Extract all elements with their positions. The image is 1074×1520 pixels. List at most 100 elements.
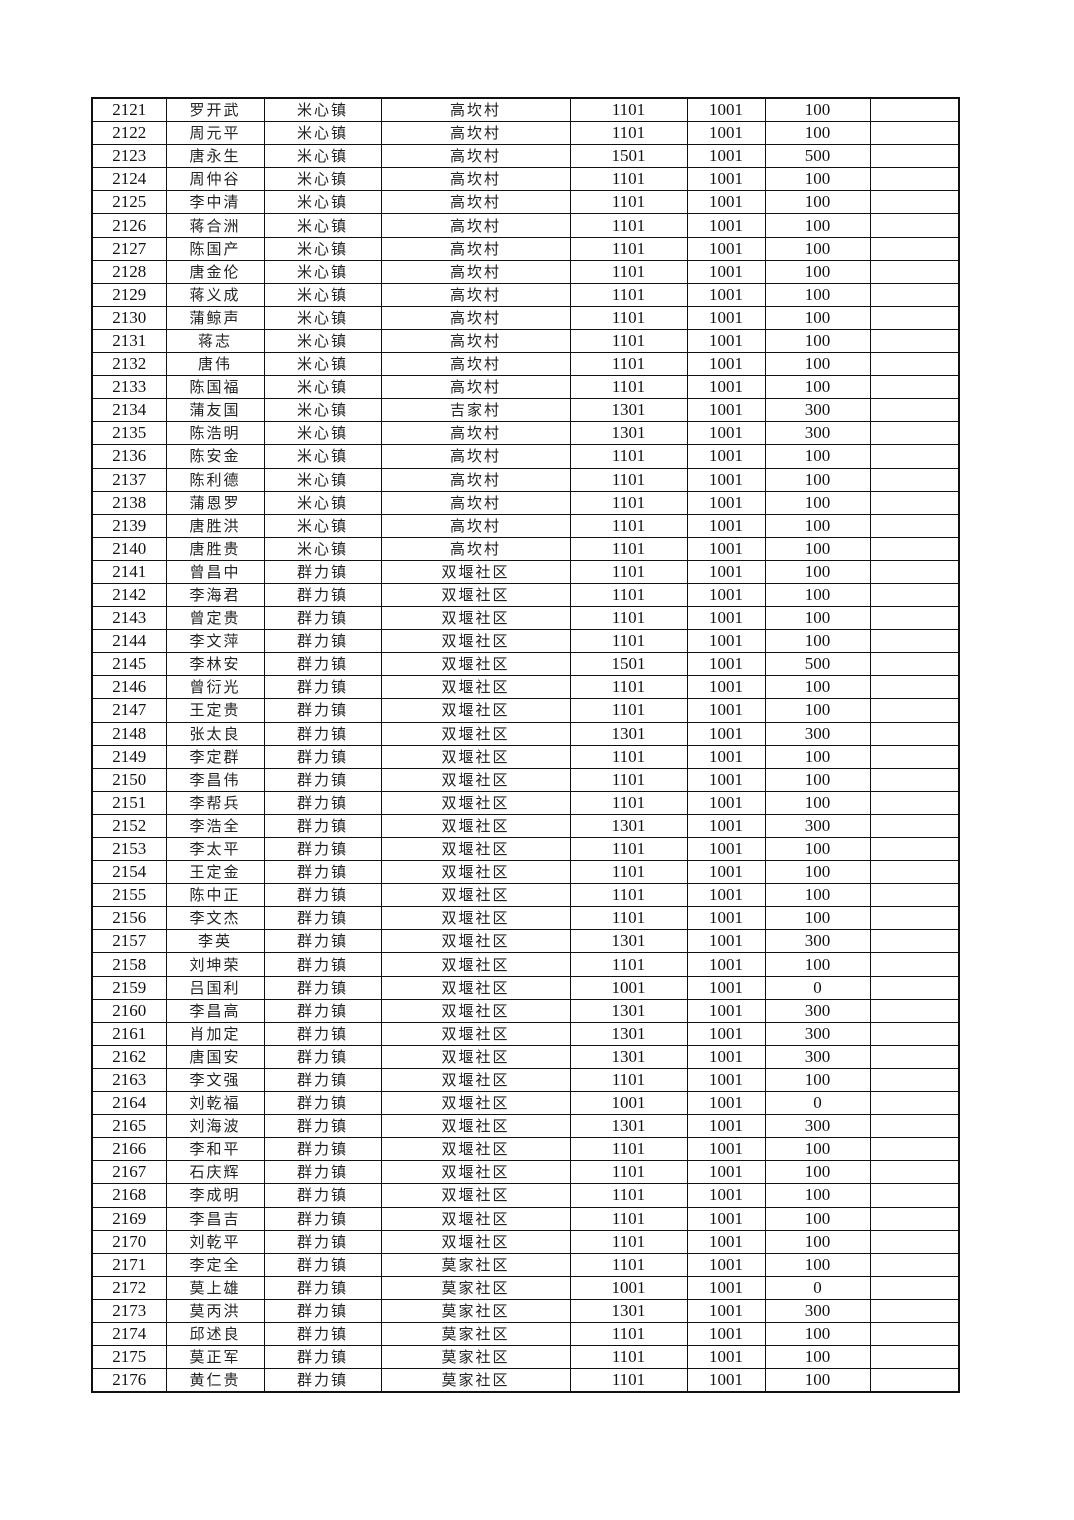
- cell-amount: 100: [764, 213, 871, 238]
- cell-row-number: 2137: [91, 467, 167, 492]
- cell-code-a: 1101: [569, 744, 688, 769]
- cell-person-name: 黄仁贵: [165, 1368, 265, 1393]
- cell-town: 群力镇: [263, 1252, 382, 1277]
- table-row: 2166 李和平 群力镇 双堰社区 1101 1001 100: [91, 1137, 960, 1162]
- cell-village: 高坎村: [380, 282, 571, 307]
- cell-code-a: 1101: [569, 375, 688, 400]
- cell-amount: 100: [764, 860, 871, 885]
- cell-code-b: 1001: [686, 213, 766, 238]
- cell-code-b: 1001: [686, 1091, 766, 1116]
- table-row: 2164 刘乾福 群力镇 双堰社区 1001 1001 0: [91, 1091, 960, 1116]
- cell-row-number: 2173: [91, 1298, 167, 1323]
- cell-code-b: 1001: [686, 467, 766, 492]
- cell-town: 群力镇: [263, 606, 382, 631]
- table-row: 2161 肖加定 群力镇 双堰社区 1301 1001 300: [91, 1021, 960, 1046]
- cell-person-name: 周仲谷: [165, 167, 265, 192]
- cell-remark: [869, 444, 960, 469]
- cell-remark: [869, 421, 960, 446]
- cell-code-b: 1001: [686, 1229, 766, 1254]
- cell-row-number: 2159: [91, 975, 167, 1000]
- cell-code-b: 1001: [686, 629, 766, 654]
- cell-code-a: 1101: [569, 1345, 688, 1370]
- cell-code-a: 1101: [569, 97, 688, 123]
- cell-village: 高坎村: [380, 190, 571, 215]
- cell-town: 群力镇: [263, 1044, 382, 1069]
- cell-village: 莫家社区: [380, 1368, 571, 1393]
- cell-remark: [869, 167, 960, 192]
- table-row: 2168 李成明 群力镇 双堰社区 1101 1001 100: [91, 1183, 960, 1208]
- table-row: 2146 曾衍光 群力镇 双堰社区 1101 1001 100: [91, 675, 960, 700]
- cell-town: 群力镇: [263, 744, 382, 769]
- cell-person-name: 陈安金: [165, 444, 265, 469]
- table-row: 2154 王定金 群力镇 双堰社区 1101 1001 100: [91, 860, 960, 885]
- cell-village: 高坎村: [380, 352, 571, 377]
- cell-amount: 300: [764, 1021, 871, 1046]
- cell-code-a: 1101: [569, 282, 688, 307]
- table-row: 2175 莫正军 群力镇 莫家社区 1101 1001 100: [91, 1345, 960, 1370]
- cell-person-name: 刘乾福: [165, 1091, 265, 1116]
- cell-person-name: 蒋志: [165, 328, 265, 354]
- cell-person-name: 莫上雄: [165, 1275, 265, 1300]
- cell-code-a: 1501: [569, 652, 688, 677]
- cell-code-a: 1101: [569, 952, 688, 977]
- table-row: 2156 李文杰 群力镇 双堰社区 1101 1001 100: [91, 906, 960, 931]
- cell-code-b: 1001: [686, 929, 766, 954]
- cell-code-a: 1001: [569, 1091, 688, 1116]
- cell-row-number: 2149: [91, 744, 167, 769]
- cell-person-name: 曾昌中: [165, 559, 265, 584]
- cell-amount: 100: [764, 836, 871, 862]
- cell-row-number: 2160: [91, 998, 167, 1023]
- cell-village: 双堰社区: [380, 582, 571, 608]
- cell-amount: 100: [764, 1321, 871, 1347]
- cell-person-name: 李定群: [165, 744, 265, 769]
- cell-person-name: 李浩全: [165, 813, 265, 839]
- table-row: 2124 周仲谷 米心镇 高坎村 1101 1001 100: [91, 167, 960, 192]
- table-row: 2126 蒋合洲 米心镇 高坎村 1101 1001 100: [91, 213, 960, 238]
- table-row: 2130 蒲鲸声 米心镇 高坎村 1101 1001 100: [91, 305, 960, 330]
- table-row: 2157 李英 群力镇 双堰社区 1301 1001 300: [91, 929, 960, 954]
- cell-remark: [869, 121, 960, 146]
- cell-remark: [869, 536, 960, 561]
- cell-person-name: 李昌伟: [165, 767, 265, 792]
- cell-code-b: 1001: [686, 398, 766, 423]
- table-row: 2128 唐金伦 米心镇 高坎村 1101 1001 100: [91, 259, 960, 284]
- cell-remark: [869, 1067, 960, 1093]
- cell-amount: 0: [764, 1275, 871, 1300]
- cell-town: 米心镇: [263, 328, 382, 354]
- cell-person-name: 曾衍光: [165, 675, 265, 700]
- cell-remark: [869, 998, 960, 1023]
- cell-row-number: 2136: [91, 444, 167, 469]
- cell-town: 米心镇: [263, 167, 382, 192]
- cell-row-number: 2121: [91, 97, 167, 123]
- cell-remark: [869, 259, 960, 284]
- cell-village: 双堰社区: [380, 813, 571, 839]
- cell-code-b: 1001: [686, 328, 766, 354]
- cell-code-b: 1001: [686, 259, 766, 284]
- cell-town: 米心镇: [263, 467, 382, 492]
- cell-remark: [869, 698, 960, 723]
- cell-amount: 100: [764, 883, 871, 908]
- cell-person-name: 莫正军: [165, 1345, 265, 1370]
- cell-village: 莫家社区: [380, 1252, 571, 1277]
- cell-village: 高坎村: [380, 259, 571, 284]
- cell-amount: 100: [764, 1067, 871, 1093]
- cell-amount: 100: [764, 1137, 871, 1162]
- cell-code-a: 1101: [569, 490, 688, 515]
- cell-code-b: 1001: [686, 513, 766, 538]
- cell-amount: 100: [764, 513, 871, 538]
- cell-village: 双堰社区: [380, 1021, 571, 1046]
- cell-person-name: 王定金: [165, 860, 265, 885]
- cell-code-b: 1001: [686, 998, 766, 1023]
- cell-amount: 100: [764, 1183, 871, 1208]
- cell-code-a: 1101: [569, 513, 688, 538]
- cell-village: 双堰社区: [380, 836, 571, 862]
- cell-code-a: 1301: [569, 721, 688, 746]
- table-row: 2141 曾昌中 群力镇 双堰社区 1101 1001 100: [91, 559, 960, 584]
- table-row: 2165 刘海波 群力镇 双堰社区 1301 1001 300: [91, 1114, 960, 1139]
- cell-remark: [869, 144, 960, 169]
- cell-remark: [869, 1114, 960, 1139]
- cell-code-a: 1101: [569, 629, 688, 654]
- cell-amount: 100: [764, 582, 871, 608]
- cell-remark: [869, 1091, 960, 1116]
- cell-amount: 100: [764, 444, 871, 469]
